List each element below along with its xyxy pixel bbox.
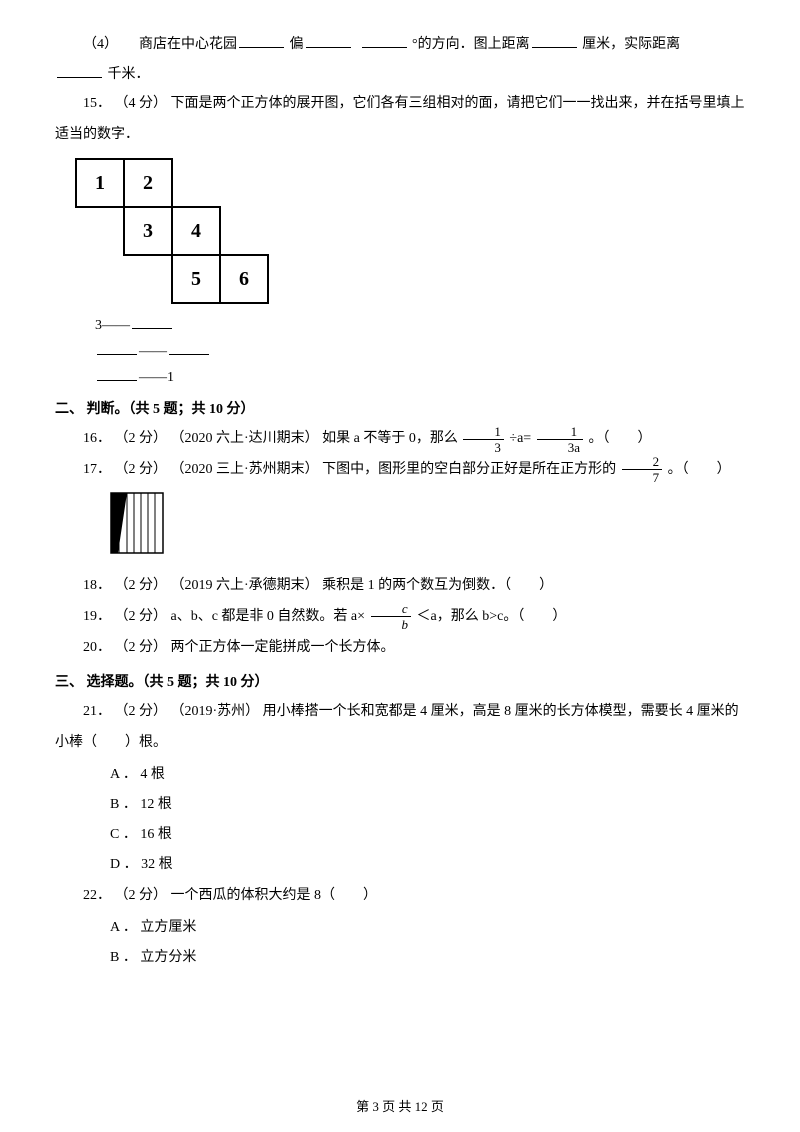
q16-src: （2020 六上·达川期末） [171, 431, 319, 446]
q16-t3: 。（ ） [588, 431, 651, 446]
q16-pts: （2 分） [115, 431, 168, 446]
section-2-title: 二、 判断。（共 5 题；共 10 分） [55, 396, 745, 424]
q21-a: A ． 4 根 [110, 761, 745, 789]
q14-4-line2: 千米． [55, 61, 745, 89]
fraction-1-3a: 13a [537, 425, 583, 454]
q14-4-t4: 厘米，实际距离 [582, 37, 680, 52]
q17-src: （2020 三上·苏州期末） [171, 462, 319, 477]
q18-src: （2019 六上·承德期末） [171, 578, 319, 593]
cell-6: 6 [220, 255, 268, 303]
q21-num: 21． [83, 704, 111, 719]
q19-t2: ＜a，那么 b>c。（ ） [417, 609, 567, 624]
q17: 17． （2 分） （2020 三上·苏州期末） 下图中，图形里的空白部分正好是… [55, 455, 745, 486]
cell-2: 2 [124, 159, 172, 207]
q14-4-t5: 千米． [108, 67, 150, 82]
page-footer: 第 3 页 共 12 页 [0, 1094, 800, 1120]
q21-b: B ． 12 根 [110, 791, 745, 819]
blank [306, 31, 351, 48]
blank [169, 338, 209, 355]
cell-3: 3 [124, 207, 172, 255]
section-3-title: 三、 选择题。（共 5 题；共 10 分） [55, 669, 745, 697]
q15-answers: 3—— —— ——1 [95, 312, 745, 390]
q15-pts: （4 分） [115, 96, 168, 111]
cell-4: 4 [172, 207, 220, 255]
q22-options: A ． 立方厘米 B ． 立方分米 [110, 914, 745, 972]
blank [132, 312, 172, 329]
q19: 19． （2 分） a、b、c 都是非 0 自然数。若 a× cb ＜a，那么 … [55, 602, 745, 633]
q16-num: 16． [83, 431, 111, 446]
q22-pts: （2 分） [115, 888, 168, 903]
fraction-c-b: cb [371, 602, 412, 631]
q22: 22． （2 分） 一个西瓜的体积大约是 8（ ） [55, 881, 745, 912]
cube-net-figure: 1 2 3 4 5 6 [75, 158, 745, 304]
blank [362, 31, 407, 48]
q17-t2: 。（ ） [668, 462, 731, 477]
q19-num: 19． [83, 609, 111, 624]
blank [97, 364, 137, 381]
q20-num: 20． [83, 640, 111, 655]
cell-5: 5 [172, 255, 220, 303]
q14-4-prefix: （4） [83, 37, 118, 52]
q17-pts: （2 分） [115, 462, 168, 477]
blank [57, 61, 102, 78]
q22-num: 22． [83, 888, 111, 903]
q20: 20． （2 分） 两个正方体一定能拼成一个长方体。 [55, 633, 745, 664]
q18-pts: （2 分） [115, 578, 168, 593]
q21-pts: （2 分） [115, 704, 168, 719]
q18: 18． （2 分） （2019 六上·承德期末） 乘积是 1 的两个数互为倒数．… [55, 571, 745, 602]
q19-pts: （2 分） [115, 609, 168, 624]
q14-part4: （4） 商店在中心花园 偏 °的方向．图上距离 厘米，实际距离 [55, 30, 745, 61]
q16: 16． （2 分） （2020 六上·达川期末） 如果 a 不等于 0，那么 1… [55, 424, 745, 455]
q14-4-t1: 商店在中心花园 [139, 37, 237, 52]
fraction-1-3: 13 [463, 425, 504, 454]
q19-t1: a、b、c 都是非 0 自然数。若 a× [171, 609, 369, 624]
q20-text: 两个正方体一定能拼成一个长方体。 [171, 640, 395, 655]
ans1-left: 3—— [95, 318, 130, 333]
q21-options: A ． 4 根 B ． 12 根 C ． 16 根 D ． 32 根 [110, 761, 745, 879]
ans3-right: ——1 [139, 370, 174, 385]
q16-t1: 如果 a 不等于 0，那么 [322, 431, 461, 446]
q20-pts: （2 分） [115, 640, 168, 655]
q14-4-t3: °的方向．图上距离 [412, 37, 530, 52]
q18-text: 乘积是 1 的两个数互为倒数．（ ） [322, 578, 553, 593]
cell-1: 1 [76, 159, 124, 207]
q21-src: （2019·苏州） [171, 704, 260, 719]
q22-text: 一个西瓜的体积大约是 8（ ） [171, 888, 378, 903]
q14-4-t2: 偏 [290, 37, 304, 52]
q21-d: D ． 32 根 [110, 851, 745, 879]
q17-t1: 下图中，图形里的空白部分正好是所在正方形的 [322, 462, 620, 477]
blank [239, 31, 284, 48]
q16-t2: ÷a= [509, 431, 534, 446]
q21: 21． （2 分） （2019·苏州） 用小棒搭一个长和宽都是 4 厘米，高是 … [55, 697, 745, 759]
q17-num: 17． [83, 462, 111, 477]
q22-b: B ． 立方分米 [110, 944, 745, 972]
q15-line1: 15． （4 分） 下面是两个正方体的展开图，它们各有三组相对的面，请把它们一一… [55, 89, 745, 151]
blank [532, 31, 577, 48]
ans2-mid: —— [139, 344, 167, 359]
q22-a: A ． 立方厘米 [110, 914, 745, 942]
fraction-2-7: 27 [622, 455, 663, 484]
blank [97, 338, 137, 355]
q18-num: 18． [83, 578, 111, 593]
q17-figure [110, 492, 164, 565]
q21-c: C ． 16 根 [110, 821, 745, 849]
q15-num: 15． [83, 96, 111, 111]
